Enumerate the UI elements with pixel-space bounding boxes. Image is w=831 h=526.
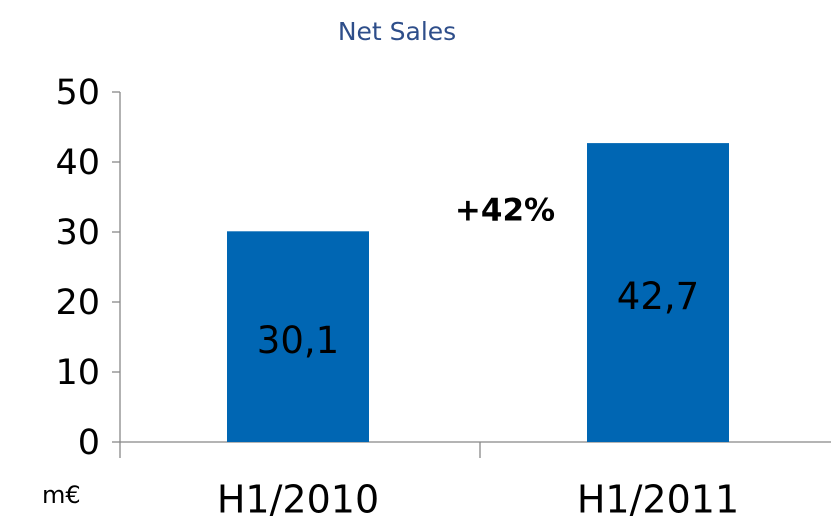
unit-label: m€ [42,481,81,509]
chart-title: Net Sales [338,17,456,46]
y-tick-label: 30 [55,213,100,253]
x-tick-label: H1/2010 [217,478,379,522]
value-label: 42,7 [617,275,699,318]
y-tick-label: 40 [55,143,100,183]
y-tick-label: 10 [55,353,100,393]
y-tick-label: 0 [78,423,100,463]
x-tick-label: H1/2011 [577,478,739,522]
y-tick-label: 20 [55,283,100,323]
bar [227,231,369,442]
value-label: 30,1 [257,319,339,362]
annotation: +42% [455,193,555,229]
bar [587,143,729,442]
y-tick-label: 50 [55,73,100,113]
